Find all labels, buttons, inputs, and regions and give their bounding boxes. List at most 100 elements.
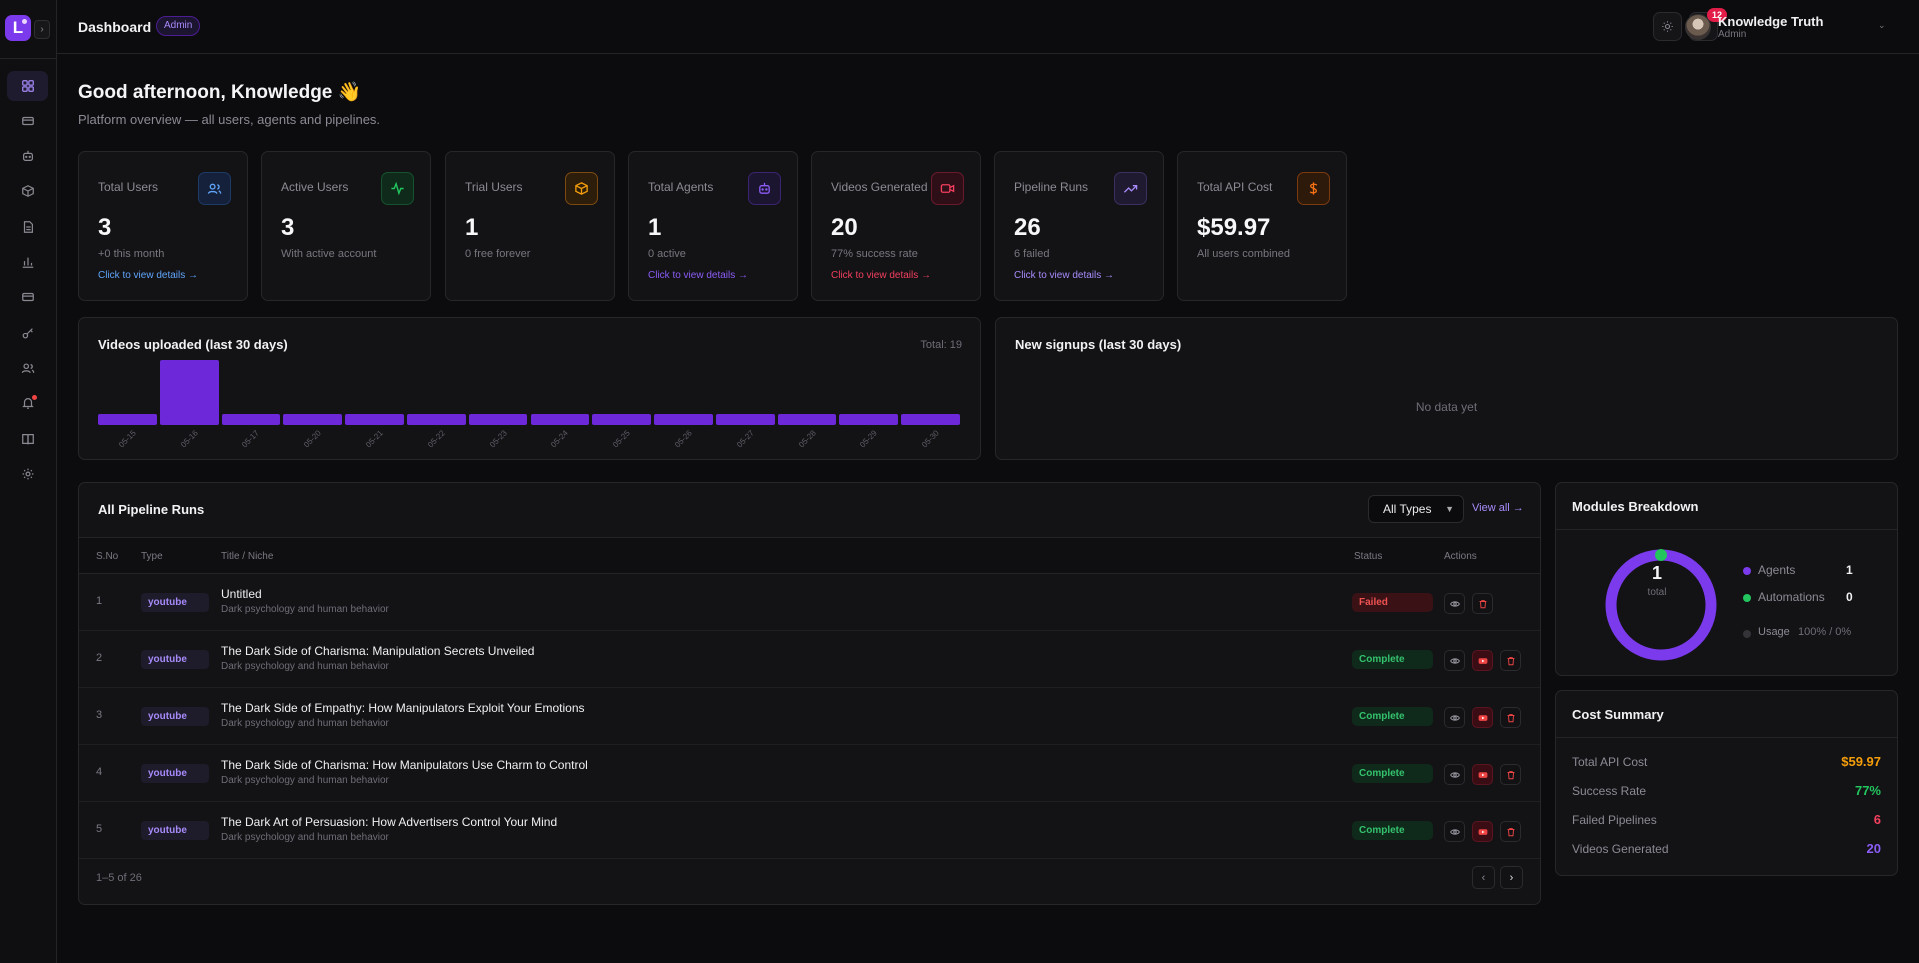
type-tag: youtube [141,821,209,840]
view-button[interactable] [1444,650,1465,671]
youtube-icon [1478,714,1487,721]
status-badge: Complete [1352,764,1433,783]
stat-card-videos-generated[interactable]: Videos Generated 20 77% success rate Cli… [811,151,981,301]
nav-settings[interactable] [7,459,48,489]
video-icon [931,172,964,205]
x-tick-label: 05-22 [425,428,447,450]
chart-bar[interactable] [901,414,960,425]
stat-card-total-agents[interactable]: Total Agents 1 0 active Click to view de… [628,151,798,301]
view-all-link[interactable]: View all → [1472,502,1524,514]
stat-sub: 6 failed [1014,248,1050,260]
legend-dot-agents [1743,567,1751,575]
chart-bar[interactable] [283,414,343,425]
package-icon [565,172,598,205]
nav-dashboard[interactable] [7,71,48,101]
row-title: The Dark Side of Empathy: How Manipulato… [221,701,585,715]
videos-chart-panel: Videos uploaded (last 30 days) Total: 19… [78,317,981,460]
view-details-link[interactable]: Click to view details → [831,270,932,281]
stat-card-pipeline-runs[interactable]: Pipeline Runs 26 6 failed Click to view … [994,151,1164,301]
cost-value: $59.97 [1841,754,1881,769]
stat-card-trial-users[interactable]: Trial Users 1 0 free forever [445,151,615,301]
user-name[interactable]: Knowledge Truth [1718,14,1824,29]
chart-bar[interactable] [345,414,404,425]
youtube-button[interactable] [1472,650,1493,671]
stat-card-active-users[interactable]: Active Users 3 With active account [261,151,431,301]
nav-docs[interactable] [7,424,48,454]
row-number: 1 [96,595,103,607]
users-icon [198,172,231,205]
view-button[interactable] [1444,707,1465,728]
chart-title: Videos uploaded (last 30 days) [98,337,288,352]
cost-value: 20 [1866,841,1881,856]
chart-bar[interactable] [406,414,466,425]
youtube-button[interactable] [1472,764,1493,785]
view-details-link[interactable]: Click to view details → [98,270,199,281]
avatar[interactable] [1685,14,1711,40]
view-button[interactable] [1444,764,1465,785]
stat-card-total-users[interactable]: Total Users 3 +0 this month Click to vie… [78,151,248,301]
delete-button[interactable] [1500,764,1521,785]
chart-bar[interactable] [530,414,590,425]
stat-card-total-api-cost[interactable]: Total API Cost $59.97 All users combined [1177,151,1347,301]
sidebar: L › [0,0,57,963]
chart-bar[interactable] [839,414,899,425]
nav-payments[interactable] [7,282,48,312]
nav-modules[interactable] [7,176,48,206]
table-row[interactable]: 4 youtube The Dark Side of Charisma: How… [79,745,1540,802]
package-icon [21,185,34,197]
table-row[interactable]: 3 youtube The Dark Side of Empathy: How … [79,688,1540,745]
type-filter-select[interactable]: All Types ▼ [1368,495,1464,523]
table-row[interactable]: 2 youtube The Dark Side of Charisma: Man… [79,631,1540,688]
chevron-down-icon[interactable]: ⌄ [1878,20,1886,30]
delete-button[interactable] [1472,593,1493,614]
nav-documents[interactable] [7,212,48,242]
collapse-sidebar-button[interactable]: › [34,20,50,39]
nav-billing[interactable] [7,106,48,136]
row-title: The Dark Side of Charisma: Manipulation … [221,644,535,658]
logo-letter: L [12,18,24,37]
nav-analytics[interactable] [7,247,48,277]
chart-bar[interactable] [468,414,528,425]
nav-notifications[interactable] [7,388,48,418]
grid-icon [21,80,34,92]
view-button[interactable] [1444,821,1465,842]
status-badge: Failed [1352,593,1433,612]
view-button[interactable] [1444,593,1465,614]
delete-button[interactable] [1500,650,1521,671]
chart-bar[interactable] [592,414,652,425]
theme-toggle-button[interactable] [1653,12,1682,41]
chart-bar[interactable] [221,414,281,425]
delete-button[interactable] [1500,707,1521,728]
stat-sub: +0 this month [98,248,165,260]
cost-value: 77% [1854,783,1881,798]
next-page-button[interactable]: › [1500,866,1523,889]
nav-api-keys[interactable] [7,318,48,348]
status-badge: Complete [1352,650,1433,669]
prev-page-button[interactable]: ‹ [1472,866,1495,889]
view-details-link[interactable]: Click to view details → [1014,270,1115,281]
row-niche: Dark psychology and human behavior [221,718,389,729]
eye-icon [1449,771,1460,778]
column-header-title: Title / Niche [221,551,274,562]
app-logo[interactable]: L [5,15,31,41]
chart-bar[interactable] [159,360,219,425]
youtube-button[interactable] [1472,821,1493,842]
nav-users[interactable] [7,353,48,383]
chart-bar[interactable] [654,414,713,425]
youtube-icon [1478,657,1487,664]
chart-bar[interactable] [777,414,837,425]
row-niche: Dark psychology and human behavior [221,661,389,672]
table-row[interactable]: 1 youtube Untitled Dark psychology and h… [79,574,1540,631]
table-row[interactable]: 5 youtube The Dark Art of Persuasion: Ho… [79,802,1540,859]
nav-agents[interactable] [7,141,48,171]
usage-value: 100% / 0% [1798,626,1852,638]
chart-bar[interactable] [715,414,775,425]
column-header-status: Status [1354,551,1383,562]
table-title: All Pipeline Runs [98,502,205,517]
delete-button[interactable] [1500,821,1521,842]
view-details-link[interactable]: Click to view details → [648,270,749,281]
chart-bar[interactable] [98,414,157,425]
chevron-right-icon: › [40,24,44,35]
card-icon [21,116,34,126]
youtube-button[interactable] [1472,707,1493,728]
